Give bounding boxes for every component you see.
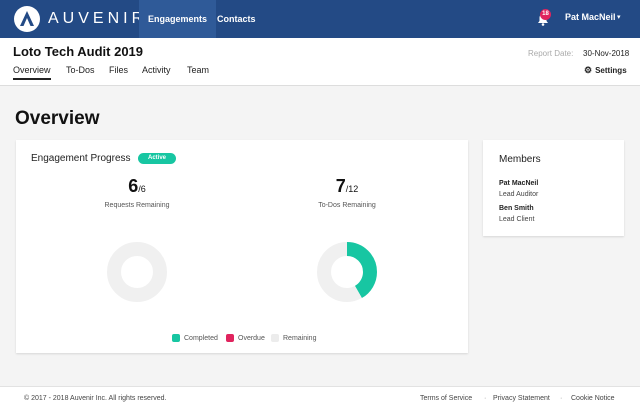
todos-donut-chart bbox=[317, 242, 377, 302]
gear-icon: ⚙ bbox=[584, 65, 593, 75]
legend-overdue-label: Overdue bbox=[238, 334, 265, 342]
member-role: Lead Auditor bbox=[499, 191, 539, 198]
todos-remaining-value: 7 bbox=[335, 176, 346, 196]
member-name[interactable]: Ben Smith bbox=[499, 205, 534, 212]
report-date-label: Report Date: bbox=[528, 49, 574, 58]
requests-remaining-segment bbox=[107, 242, 167, 302]
legend-overdue: Overdue bbox=[226, 334, 265, 342]
todos-remaining-segment bbox=[317, 242, 377, 302]
brand-name: AUVENIR bbox=[48, 10, 148, 27]
requests-donut-chart bbox=[107, 242, 167, 302]
engagement-header: Loto Tech Audit 2019 Overview To-Dos Fil… bbox=[0, 38, 640, 86]
engagement-title: Loto Tech Audit 2019 bbox=[13, 44, 144, 59]
settings-label: Settings bbox=[595, 66, 627, 75]
todos-total: /12 bbox=[345, 184, 359, 194]
page-title: Overview bbox=[15, 108, 100, 129]
completed-swatch bbox=[172, 334, 180, 342]
requests-total: /6 bbox=[138, 184, 146, 194]
tab-team[interactable]: Team bbox=[187, 65, 210, 75]
requests-remaining-label: Requests Remaining bbox=[104, 202, 170, 209]
privacy-statement-link[interactable]: Privacy Statement bbox=[493, 395, 550, 402]
tab-files[interactable]: Files bbox=[109, 65, 129, 75]
tab-activity[interactable]: Activity bbox=[142, 65, 171, 75]
terms-of-service-link[interactable]: Terms of Service bbox=[420, 395, 473, 402]
engagement-progress-card: Engagement Progress Active 6/6 Requests … bbox=[16, 140, 468, 353]
member-role: Lead Client bbox=[499, 216, 535, 223]
engagement-progress-title: Engagement Progress bbox=[31, 153, 131, 164]
members-card: Members Pat MacNeil Lead Auditor Ben Smi… bbox=[483, 140, 624, 236]
overdue-swatch bbox=[226, 334, 234, 342]
status-badge: Active bbox=[138, 153, 177, 164]
requests-remaining-count: 6/6 bbox=[77, 176, 197, 197]
footer: © 2017 - 2018 Auvenir Inc. All rights re… bbox=[0, 386, 640, 408]
todos-remaining-label: To-Dos Remaining bbox=[318, 202, 376, 209]
settings-button[interactable]: ⚙ Settings bbox=[584, 65, 627, 76]
footer-separator: · bbox=[484, 395, 487, 402]
cookie-notice-link[interactable]: Cookie Notice bbox=[571, 395, 615, 402]
nav-engagements[interactable]: Engagements bbox=[139, 0, 217, 38]
legend-completed: Completed bbox=[172, 334, 218, 342]
legend-completed-label: Completed bbox=[184, 334, 218, 342]
tab-overview[interactable]: Overview bbox=[13, 65, 51, 80]
report-date: 30-Nov-2018 bbox=[583, 49, 630, 58]
remaining-swatch bbox=[271, 334, 279, 342]
user-menu[interactable]: Pat MacNeil bbox=[565, 12, 616, 22]
members-title: Members bbox=[499, 154, 541, 165]
member-name[interactable]: Pat MacNeil bbox=[499, 180, 539, 187]
notification-count-badge: 18 bbox=[540, 9, 551, 20]
auvenir-logo-icon[interactable] bbox=[14, 6, 40, 32]
legend-remaining: Remaining bbox=[271, 334, 316, 342]
top-navbar: AUVENIR Engagements Contacts 18 Pat MacN… bbox=[0, 0, 640, 38]
footer-separator: · bbox=[560, 395, 563, 402]
nav-contacts[interactable]: Contacts bbox=[217, 14, 256, 24]
tab-todos[interactable]: To-Dos bbox=[66, 65, 95, 75]
chevron-down-icon[interactable]: ▾ bbox=[617, 14, 621, 21]
todos-remaining-count: 7/12 bbox=[287, 176, 407, 197]
requests-remaining-value: 6 bbox=[128, 176, 139, 196]
copyright-text: © 2017 - 2018 Auvenir Inc. All rights re… bbox=[24, 395, 167, 402]
legend-remaining-label: Remaining bbox=[283, 334, 317, 342]
